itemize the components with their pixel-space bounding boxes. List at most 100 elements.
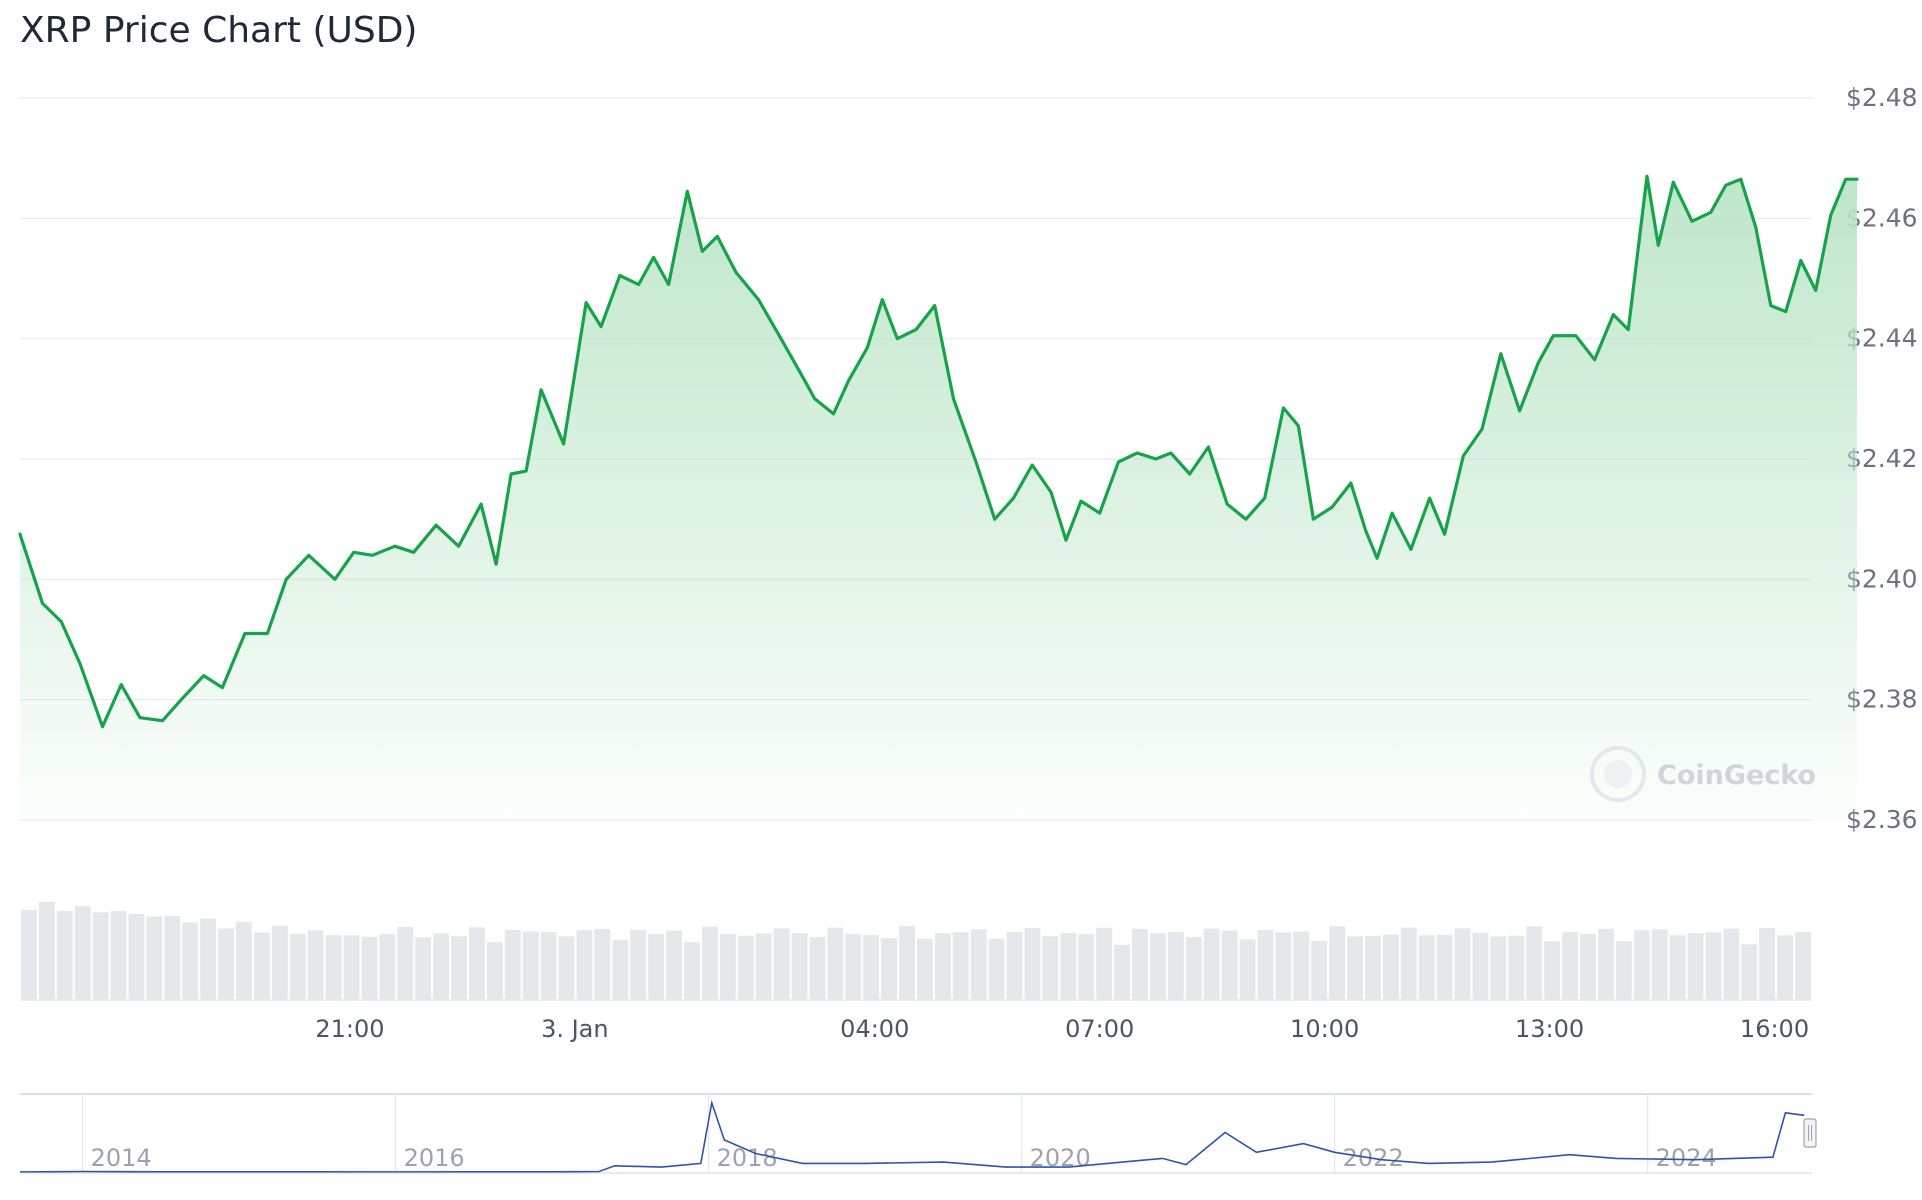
volume-bar — [1257, 929, 1274, 1000]
volume-bar — [1759, 928, 1776, 1000]
volume-bar — [1705, 932, 1722, 1000]
volume-bar — [1795, 932, 1811, 1000]
volume-bar — [988, 938, 1005, 1000]
volume-bar — [218, 928, 234, 1000]
chart-title: XRP Price Chart (USD) — [20, 10, 418, 51]
price-line[interactable] — [18, 174, 1859, 729]
volume-bar — [128, 913, 145, 1000]
volume-bar — [1472, 932, 1489, 1000]
volume-bar — [917, 939, 933, 1000]
volume-bar — [21, 910, 37, 1000]
volume-bar — [469, 927, 485, 1000]
x-tick-label: 04:00 — [840, 1015, 909, 1043]
volume-bar — [1114, 944, 1130, 1000]
volume-bar — [827, 927, 844, 1000]
volume-bar — [612, 940, 629, 1000]
volume-bar — [433, 933, 450, 1000]
navigator-year-label: 2014 — [91, 1144, 152, 1172]
price-area — [20, 176, 1857, 820]
volume-bars — [21, 901, 1811, 1000]
volume-bar — [343, 935, 360, 1000]
volume-bar — [182, 922, 199, 1000]
volume-bar — [164, 916, 181, 1000]
x-tick-label: 16:00 — [1740, 1015, 1809, 1043]
volume-bar — [1454, 928, 1471, 1000]
volume-bar — [540, 932, 557, 1000]
volume-bar — [361, 936, 378, 1000]
volume-bar — [791, 933, 808, 1000]
volume-bar — [1167, 931, 1184, 1000]
volume-bar — [558, 936, 575, 1000]
coingecko-logo-eye-icon — [1604, 760, 1632, 788]
volume-bar — [486, 942, 503, 1000]
volume-bar — [1006, 932, 1023, 1000]
volume-bar — [1598, 928, 1614, 1000]
x-tick-label: 07:00 — [1065, 1015, 1134, 1043]
volume-bar — [1060, 933, 1077, 1000]
volume-bar — [1096, 927, 1113, 1000]
volume-bar — [1024, 927, 1041, 1000]
x-tick-label: 10:00 — [1290, 1015, 1359, 1043]
volume-bar — [1078, 934, 1095, 1000]
volume-bar — [630, 929, 647, 1000]
volume-bar — [737, 935, 754, 1000]
navigator-year-label: 2024 — [1656, 1144, 1717, 1172]
volume-bar — [92, 912, 109, 1000]
volume-bar — [773, 928, 790, 1000]
volume-bar — [1239, 939, 1256, 1000]
volume-bar — [1311, 940, 1328, 1000]
x-tick-label: 3. Jan — [541, 1015, 609, 1043]
volume-bar — [1329, 926, 1346, 1000]
volume-bar — [1293, 931, 1310, 1000]
volume-bar — [684, 942, 700, 1000]
volume-bar — [254, 932, 270, 1000]
y-tick-label: $2.44 — [1846, 324, 1918, 353]
x-axis-labels: 21:00 3. Jan 04:00 07:00 10:00 13:00 16:00 — [315, 1015, 1809, 1043]
y-tick-label: $2.38 — [1846, 685, 1918, 714]
volume-bar — [648, 934, 665, 1000]
volume-bar — [1221, 930, 1238, 1000]
volume-bar — [1633, 930, 1650, 1000]
volume-bar — [702, 926, 718, 1000]
volume-bar — [451, 936, 467, 1000]
volume-bar — [1544, 941, 1561, 1000]
volume-bar — [1723, 928, 1740, 1000]
volume-bar — [1687, 933, 1704, 1000]
time-navigator[interactable]: 2014 2016 2018 2020 2022 2024 — [19, 1093, 1817, 1174]
volume-bar — [594, 929, 611, 1000]
volume-bar — [1185, 937, 1202, 1000]
navigator-handle[interactable] — [1803, 1118, 1817, 1148]
navigator-line — [19, 1099, 1805, 1173]
volume-bar — [1526, 926, 1543, 1000]
volume-bar — [666, 930, 682, 1000]
volume-bar — [397, 926, 414, 1000]
volume-bar — [755, 933, 772, 1000]
volume-bar — [415, 937, 432, 1000]
volume-bar — [1508, 935, 1525, 1000]
volume-bar — [307, 930, 324, 1000]
volume-bar — [881, 938, 898, 1000]
volume-bar — [110, 911, 127, 1000]
volume-bar — [379, 934, 396, 1000]
volume-bar — [1418, 935, 1435, 1000]
volume-bar — [1132, 928, 1148, 1000]
volume-bar — [952, 932, 969, 1000]
volume-bar — [1150, 933, 1166, 1000]
x-tick-label: 21:00 — [315, 1015, 384, 1043]
volume-bar — [1382, 934, 1399, 1000]
volume-bar — [1615, 941, 1632, 1000]
y-axis-labels: $2.36 $2.38 $2.40 $2.42 $2.44 $2.46 $2.48 — [1846, 83, 1918, 834]
volume-bar — [236, 921, 252, 1000]
y-tick-label: $2.36 — [1846, 805, 1918, 834]
volume-bar — [1436, 934, 1453, 1000]
volume-bar — [970, 929, 987, 1000]
volume-bar — [74, 906, 91, 1000]
volume-bar — [1400, 927, 1417, 1000]
volume-bar — [1669, 935, 1686, 1000]
volume-bar — [934, 933, 951, 1000]
navigator-year-label: 2016 — [404, 1144, 465, 1172]
volume-bar — [146, 916, 163, 1000]
watermark-text: CoinGecko — [1657, 760, 1816, 791]
y-tick-label: $2.46 — [1846, 203, 1918, 232]
